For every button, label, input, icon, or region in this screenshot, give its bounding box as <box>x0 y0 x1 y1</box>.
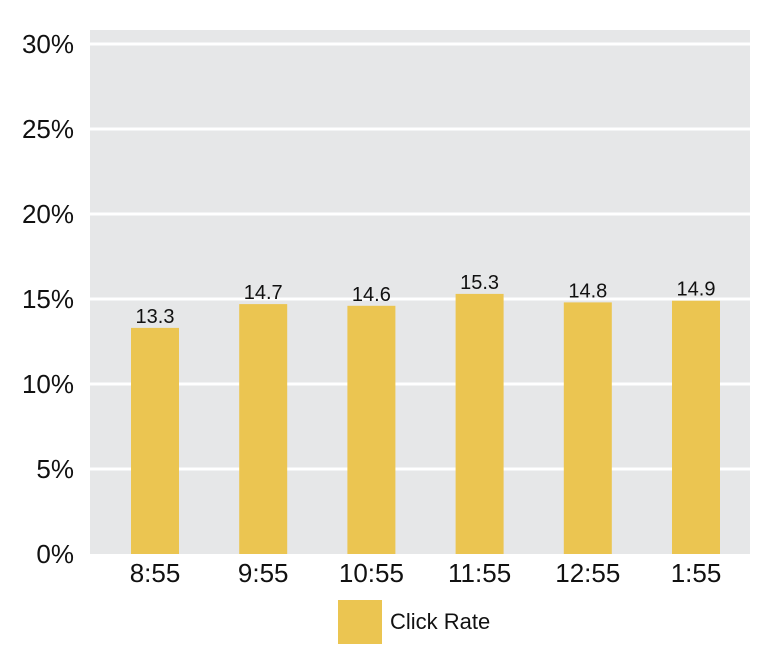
y-tick-label: 10% <box>22 369 74 399</box>
x-tick-label: 1:55 <box>671 558 722 588</box>
bar-value-label: 13.3 <box>136 306 175 328</box>
y-tick-label: 30% <box>22 29 74 59</box>
bar <box>563 302 612 554</box>
bar-value-label: 14.7 <box>244 282 283 304</box>
y-tick-label: 25% <box>22 114 74 144</box>
x-tick-label: 9:55 <box>238 558 289 588</box>
x-axis-tick-labels: 8:55 9:55 10:55 11:55 12:55 1:55 <box>130 558 722 588</box>
bar-value-label: 14.9 <box>677 279 716 301</box>
plot-background <box>90 30 750 554</box>
bar-value-label: 15.3 <box>460 272 499 294</box>
y-tick-label: 5% <box>36 454 74 484</box>
legend-label-click-rate: Click Rate <box>390 609 490 634</box>
legend-swatch-click-rate <box>338 600 382 644</box>
bar <box>131 327 179 554</box>
bar <box>239 304 288 554</box>
y-tick-label: 20% <box>22 199 74 229</box>
x-tick-label: 12:55 <box>555 558 620 588</box>
y-tick-label: 15% <box>22 284 74 314</box>
bars <box>131 293 720 554</box>
legend: Click Rate <box>338 600 490 644</box>
x-tick-label: 10:55 <box>339 558 404 588</box>
y-axis-tick-labels: 0% 5% 10% 15% 20% 25% 30% <box>22 29 74 569</box>
grid-lines <box>90 42 750 471</box>
bar <box>455 293 504 554</box>
bar <box>672 300 720 554</box>
data-labels: 13.3 14.7 14.6 15.3 14.8 14.9 <box>136 272 716 328</box>
x-tick-label: 8:55 <box>130 558 181 588</box>
bar <box>347 305 396 554</box>
x-tick-label: 11:55 <box>448 558 511 588</box>
bar-value-label: 14.8 <box>568 280 607 302</box>
bar-value-label: 14.6 <box>352 284 391 306</box>
y-tick-label: 0% <box>36 539 74 569</box>
